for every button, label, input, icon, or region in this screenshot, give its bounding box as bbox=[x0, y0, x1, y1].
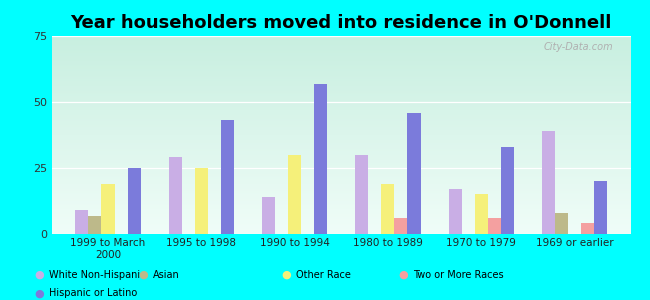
Text: City-Data.com: City-Data.com bbox=[543, 42, 613, 52]
Bar bbox=[448, 189, 461, 234]
Bar bbox=[314, 83, 327, 234]
Text: Asian: Asian bbox=[153, 269, 179, 280]
Bar bbox=[88, 215, 101, 234]
Text: Other Race: Other Race bbox=[296, 269, 350, 280]
Bar bbox=[542, 131, 555, 234]
Bar bbox=[594, 181, 607, 234]
Text: White Non-Hispanic: White Non-Hispanic bbox=[49, 269, 145, 280]
Bar bbox=[581, 224, 594, 234]
Bar bbox=[500, 147, 514, 234]
Bar bbox=[488, 218, 500, 234]
Bar bbox=[288, 155, 301, 234]
Bar bbox=[221, 121, 234, 234]
Bar bbox=[408, 112, 421, 234]
Bar bbox=[168, 158, 182, 234]
Bar bbox=[382, 184, 395, 234]
Bar bbox=[555, 213, 568, 234]
Bar bbox=[75, 210, 88, 234]
Text: ●: ● bbox=[281, 269, 291, 280]
Title: Year householders moved into residence in O'Donnell: Year householders moved into residence i… bbox=[71, 14, 612, 32]
Bar bbox=[101, 184, 114, 234]
Bar bbox=[474, 194, 488, 234]
Text: Two or More Races: Two or More Races bbox=[413, 269, 503, 280]
Text: ●: ● bbox=[34, 269, 44, 280]
Text: Hispanic or Latino: Hispanic or Latino bbox=[49, 288, 137, 298]
Bar bbox=[262, 197, 275, 234]
Text: ●: ● bbox=[138, 269, 148, 280]
Bar bbox=[195, 168, 208, 234]
Bar bbox=[356, 155, 369, 234]
Bar bbox=[395, 218, 408, 234]
Bar bbox=[127, 168, 140, 234]
Text: ●: ● bbox=[34, 288, 44, 298]
Text: ●: ● bbox=[398, 269, 408, 280]
